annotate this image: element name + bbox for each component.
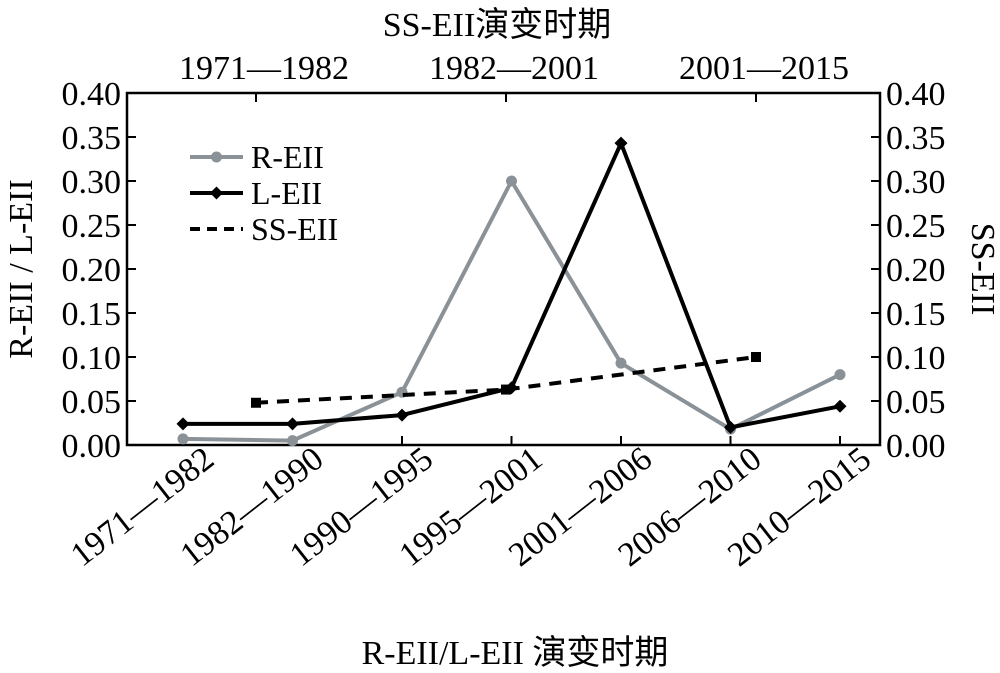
left-tick-label: 0.10 xyxy=(62,340,122,377)
r-eii-point xyxy=(615,357,627,369)
legend-entry-r-eii: R-EII xyxy=(190,139,324,175)
legend-marker xyxy=(211,151,222,163)
ss-eii-line xyxy=(255,355,757,405)
r-eii-point xyxy=(506,175,517,187)
top-tick-label: 2001—2015 xyxy=(679,50,849,87)
plot-area-border xyxy=(125,91,882,447)
right-tick-label: 0.30 xyxy=(886,164,946,201)
left-tick-label: 0.35 xyxy=(62,120,122,157)
right-tick-label: 0.10 xyxy=(886,340,946,377)
plot-frame xyxy=(125,91,882,447)
l-eii-point xyxy=(176,417,190,431)
ss-eii-point xyxy=(501,384,511,395)
left-tick-label: 0.05 xyxy=(62,384,122,421)
legend-entry-l-eii: L-EII xyxy=(190,175,322,211)
right-axis-ticks: 0.00 0.05 0.10 0.15 0.20 0.25 0.30 0.35 0.40 xyxy=(871,76,946,465)
top-axis-ticks: 1971—1982 1982—2001 2001—2015 xyxy=(179,50,849,102)
left-axis-title: R-EII / L-EII xyxy=(3,179,40,358)
legend-label: R-EII xyxy=(251,139,324,175)
legend-entry-ss-eii: SS-EII xyxy=(190,211,338,247)
right-tick-label: 0.05 xyxy=(886,384,946,421)
left-tick-label: 0.25 xyxy=(62,208,122,245)
left-axis-ticks: 0.00 0.05 0.10 0.15 0.20 0.25 0.30 0.35 0.40 xyxy=(62,76,136,465)
left-tick-label: 0.40 xyxy=(62,76,122,113)
right-tick-label: 0.20 xyxy=(886,252,946,289)
l-eii-point xyxy=(614,136,628,150)
left-tick-label: 0.30 xyxy=(62,164,122,201)
top-axis-title: SS-EII演变时期 xyxy=(383,6,612,44)
r-eii-point xyxy=(177,433,189,445)
right-tick-label: 0.00 xyxy=(886,428,946,465)
bottom-axis-title: R-EII/L-EII 演变时期 xyxy=(362,634,669,672)
l-eii-point xyxy=(833,399,847,413)
r-eii-point xyxy=(287,435,298,447)
series-ss-eii xyxy=(251,352,761,408)
left-tick-label: 0.15 xyxy=(62,296,122,333)
top-tick-label: 1982—2001 xyxy=(429,50,599,87)
l-eii-point xyxy=(286,417,299,431)
l-eii-point xyxy=(724,420,737,434)
legend-label: L-EII xyxy=(251,175,322,211)
bottom-axis-ticks: 1971—19821982—19901990—19951995—20012001… xyxy=(64,436,878,574)
right-tick-label: 0.15 xyxy=(886,296,946,333)
series-layer xyxy=(176,136,847,447)
top-tick-label: 1971—1982 xyxy=(179,50,349,87)
ss-eii-point xyxy=(251,397,261,408)
left-tick-label: 0.20 xyxy=(62,252,122,289)
right-tick-label: 0.35 xyxy=(886,120,946,157)
ss-eii-point xyxy=(751,352,761,362)
right-axis-title: SS-EII xyxy=(964,223,1000,316)
right-tick-label: 0.25 xyxy=(886,208,946,245)
left-tick-label: 0.00 xyxy=(62,428,122,465)
right-tick-label: 0.40 xyxy=(886,76,946,113)
legend-label: SS-EII xyxy=(251,211,338,247)
l-eii-point xyxy=(395,408,409,422)
r-eii-point xyxy=(834,369,846,381)
legend-marker xyxy=(210,186,223,200)
